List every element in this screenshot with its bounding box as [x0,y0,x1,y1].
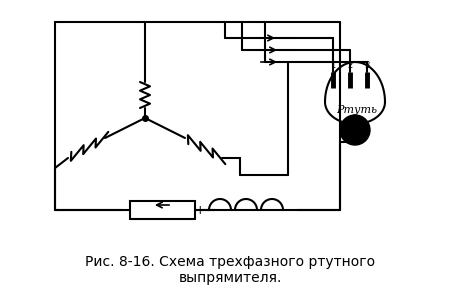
Text: 2: 2 [347,60,352,69]
Text: 3: 3 [364,60,369,69]
Text: Рис. 8-16. Схема трехфазного ртутного
выпрямителя.: Рис. 8-16. Схема трехфазного ртутного вы… [85,255,374,285]
Circle shape [339,115,369,145]
Text: −: − [117,204,127,216]
Text: 1: 1 [330,60,335,69]
Bar [130,201,195,219]
Text: +: + [194,204,205,216]
Text: Ртуть: Ртуть [336,105,377,115]
